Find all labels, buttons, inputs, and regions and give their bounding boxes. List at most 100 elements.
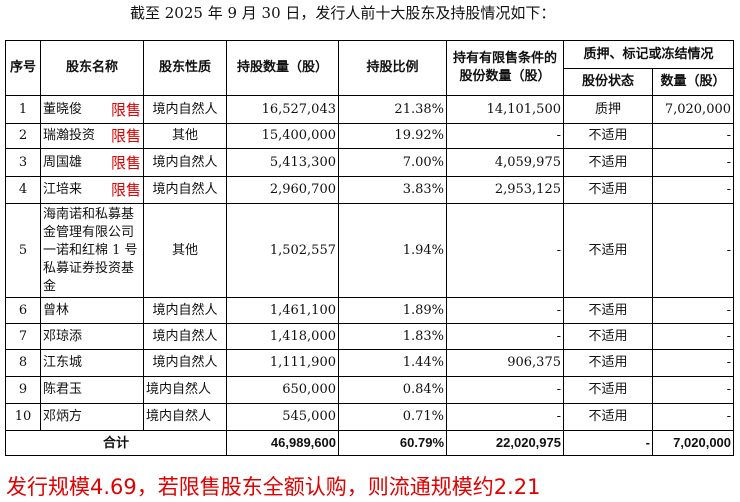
- cell-shares: 650,000: [226, 376, 339, 404]
- table-row: 6 曾林 境内自然人 1,461,100 1.89% - 不适用 -: [5, 297, 735, 324]
- table-caption: 截至 2025 年 9 月 30 日，发行人前十大股东及持股情况如下：: [130, 4, 556, 22]
- cell-qty: -: [651, 148, 735, 177]
- cell-shares: 5,413,300: [226, 148, 339, 177]
- restricted-tag: 限售: [110, 181, 141, 199]
- restricted-tag: 限售: [110, 100, 141, 119]
- cell-restricted: -: [446, 297, 564, 324]
- cell-qty: -: [651, 323, 735, 350]
- cell-restricted: 2,953,125: [446, 176, 564, 204]
- cell-nature: 境内自然人: [143, 297, 227, 324]
- cell-qty: -: [651, 403, 735, 431]
- cell-shares: 1,502,557: [226, 203, 339, 298]
- table-body: 1 董晓俊 限售 境内自然人 16,527,043 21.38% 14,101,500 质押 7…: [5, 95, 735, 431]
- cell-name: 瑞瀚投资 限售: [40, 123, 144, 149]
- name-wrapper: 邓琼添: [43, 328, 141, 346]
- cell-name: 江东城: [40, 349, 144, 377]
- cell-seq: 5: [5, 203, 41, 298]
- cell-name: 江培来 限售: [40, 176, 144, 204]
- cell-shares: 16,527,043: [226, 95, 339, 124]
- cell-shares: 1,111,900: [226, 349, 339, 377]
- cell-qty: -: [651, 176, 735, 204]
- cell-ratio: 0.84%: [338, 376, 447, 404]
- header-nature: 股东性质: [143, 40, 227, 96]
- cell-shares: 15,400,000: [226, 123, 339, 149]
- cell-qty: -: [651, 203, 735, 298]
- shareholder-name: 邓炳方: [43, 409, 83, 424]
- cell-status: 不适用: [563, 349, 653, 377]
- cell-nature: 境内自然人: [143, 403, 227, 431]
- cell-status: 不适用: [563, 123, 653, 149]
- name-wrapper: 海南诺和私募基金管理有限公司一诺和红棉 1 号私募证券投资基金: [43, 206, 141, 296]
- cell-name: 邓琼添: [40, 323, 144, 350]
- header-pledge-qty: 数量（股）: [651, 68, 735, 96]
- cell-status: 不适用: [563, 323, 653, 350]
- cell-status: 不适用: [563, 297, 653, 324]
- header-ratio: 持股比例: [338, 40, 447, 96]
- cell-restricted: 906,375: [446, 349, 564, 377]
- total-label: 合计: [5, 430, 227, 456]
- cell-status: 不适用: [563, 148, 653, 177]
- table-row: 7 邓琼添 境内自然人 1,418,000 1.83% - 不适用 -: [5, 323, 735, 350]
- cell-shares: 1,418,000: [226, 323, 339, 350]
- name-wrapper: 江东城: [43, 354, 141, 372]
- header-pledge-group: 质押、标记或冻结情况: [562, 40, 735, 69]
- name-wrapper: 瑞瀚投资 限售: [43, 127, 141, 145]
- table-row: 10 邓炳方 境内自然人 545,000 0.71% - 不适用 -: [5, 403, 735, 431]
- shareholder-name: 周国雄: [43, 154, 83, 170]
- cell-ratio: 1.44%: [338, 349, 447, 377]
- cell-name: 董晓俊 限售: [40, 95, 144, 124]
- table-row: 3 周国雄 限售 境内自然人 5,413,300 7.00% 4,059,975 不适用 -: [5, 148, 735, 177]
- table-row: 9 陈君玉 境内自然人 650,000 0.84% - 不适用 -: [5, 376, 735, 404]
- cell-nature: 境内自然人: [143, 323, 227, 350]
- name-wrapper: 江培来 限售: [43, 181, 141, 199]
- cell-name: 周国雄 限售: [40, 148, 144, 177]
- cell-status: 不适用: [563, 203, 653, 298]
- cell-restricted: -: [446, 376, 564, 404]
- cell-status: 不适用: [563, 176, 653, 204]
- cell-status: 不适用: [563, 376, 653, 404]
- cell-seq: 9: [5, 376, 41, 404]
- header-restricted: 持有有限售条件的股份数量（股）: [446, 40, 564, 96]
- restricted-tag: 限售: [110, 153, 141, 172]
- cell-nature: 境内自然人: [143, 376, 227, 404]
- total-status: -: [563, 430, 653, 456]
- total-restricted: 22,020,975: [446, 430, 564, 456]
- cell-seq: 7: [5, 323, 41, 350]
- table-row: 1 董晓俊 限售 境内自然人 16,527,043 21.38% 14,101,500 质押 7…: [5, 95, 735, 124]
- shareholder-name: 海南诺和私募基金管理有限公司一诺和红棉 1 号私募证券投资基金: [43, 206, 138, 294]
- cell-ratio: 0.71%: [338, 403, 447, 431]
- cell-restricted: -: [446, 123, 564, 149]
- shareholder-name: 曾林: [43, 302, 70, 318]
- name-wrapper: 周国雄 限售: [43, 154, 141, 172]
- cell-nature: 境内自然人: [143, 148, 227, 177]
- total-qty: 7,020,000: [651, 430, 735, 456]
- cell-seq: 8: [5, 349, 41, 377]
- cell-seq: 1: [5, 95, 41, 124]
- name-wrapper: 邓炳方: [43, 408, 141, 426]
- cell-ratio: 3.83%: [338, 176, 447, 204]
- cell-qty: 7,020,000: [651, 95, 735, 124]
- annotation-note: 发行规模4.69，若限售股东全额认购，则流通规模约2.21: [6, 475, 541, 499]
- cell-qty: -: [651, 349, 735, 377]
- cell-seq: 2: [5, 123, 41, 149]
- cell-ratio: 19.92%: [338, 123, 447, 149]
- cell-restricted: -: [446, 323, 564, 350]
- cell-qty: -: [651, 123, 735, 149]
- total-ratio: 60.79%: [338, 430, 447, 456]
- cell-name: 邓炳方: [40, 403, 144, 431]
- cell-name: 曾林: [40, 297, 144, 324]
- cell-status: 不适用: [563, 403, 653, 431]
- cell-shares: 2,960,700: [226, 176, 339, 204]
- shareholder-name: 江培来: [43, 182, 83, 197]
- cell-seq: 4: [5, 176, 41, 204]
- cell-ratio: 1.89%: [338, 297, 447, 324]
- total-row: 合计 46,989,600 60.79% 22,020,975 - 7,020,…: [5, 430, 735, 456]
- table-row: 5 海南诺和私募基金管理有限公司一诺和红棉 1 号私募证券投资基金 其他 1,502,…: [5, 203, 735, 298]
- cell-seq: 6: [5, 297, 41, 324]
- cell-ratio: 1.83%: [338, 323, 447, 350]
- header-shares: 持股数量（股）: [226, 40, 339, 96]
- name-wrapper: 董晓俊 限售: [43, 101, 141, 119]
- header-seq: 序号: [5, 40, 41, 96]
- cell-nature: 境内自然人: [143, 95, 227, 124]
- cell-restricted: 14,101,500: [446, 95, 564, 124]
